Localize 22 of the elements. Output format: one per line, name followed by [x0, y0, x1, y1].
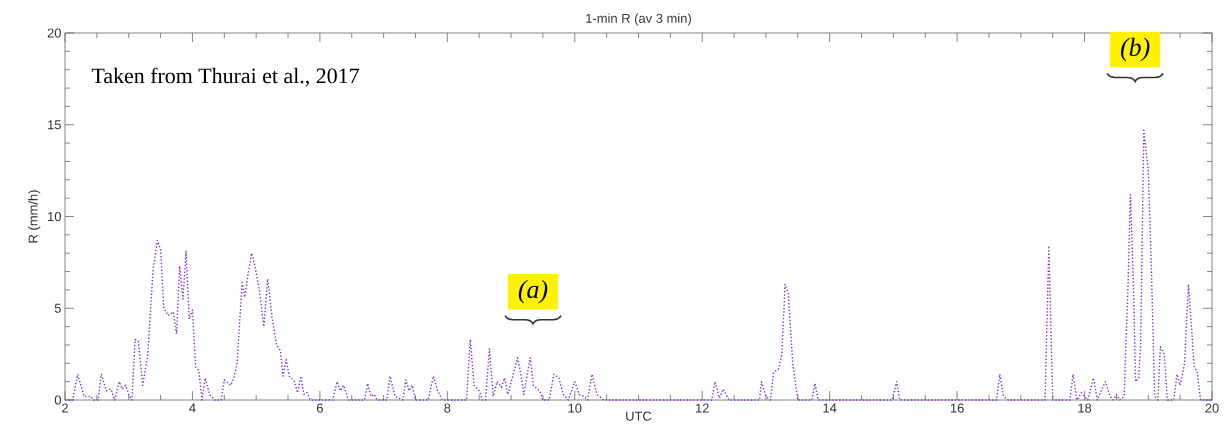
- annotation: (a): [518, 280, 548, 304]
- x-tick-label: 12: [696, 403, 709, 413]
- x-tick-label: 16: [950, 403, 964, 413]
- annotation: Taken from Thurai et al., 2017: [91, 67, 359, 87]
- y-tick-label: 0: [54, 395, 61, 405]
- x-axis-title: UTC: [626, 411, 652, 421]
- x-tick-label: 6: [316, 403, 323, 413]
- x-tick-label: 18: [1078, 403, 1092, 413]
- annotation: (b): [1120, 37, 1150, 62]
- y-tick-label: 15: [48, 120, 61, 130]
- y-axis-title: R (mm/h): [28, 190, 41, 243]
- y-tick-label: 10: [48, 211, 61, 222]
- y-tick-label: 20: [47, 28, 61, 38]
- x-tick-label: 20: [1205, 403, 1219, 413]
- line-series: [64, 129, 1213, 401]
- x-tick-label: 2: [62, 403, 68, 413]
- x-tick-label: 4: [189, 403, 196, 413]
- x-tick-label: 14: [823, 403, 837, 413]
- x-tick-label: 8: [444, 403, 451, 413]
- x-tick-label: 10: [568, 403, 582, 413]
- chart-title: 1-min R (av 3 min): [586, 13, 691, 26]
- y-tick-label: 5: [54, 303, 61, 313]
